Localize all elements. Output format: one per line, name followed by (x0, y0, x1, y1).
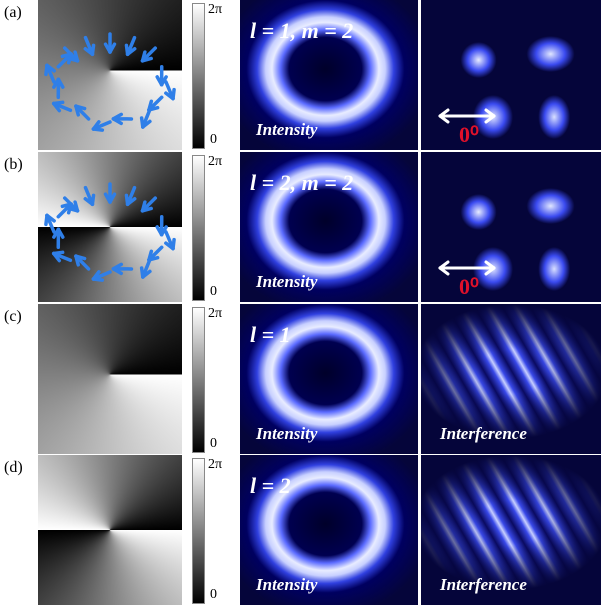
polarization-arrow (54, 102, 63, 103)
polarization-arrow (143, 52, 145, 61)
polarization-arrow (54, 252, 63, 253)
polarization-arrow (143, 202, 145, 211)
polarization-arrow (126, 45, 127, 54)
polarization-arrow (142, 118, 143, 127)
overlay (0, 0, 601, 608)
polarization-arrow (69, 208, 78, 210)
polarization-arrow (76, 256, 85, 258)
polarization-arrow (126, 195, 127, 204)
figure: (a)2π0l = 1, m = 2Intensity0⁰(b)2π0l = 2… (0, 0, 601, 608)
polarization-arrow (142, 268, 143, 277)
polarization-arrow (76, 106, 85, 108)
polarization-arrow (69, 58, 78, 60)
